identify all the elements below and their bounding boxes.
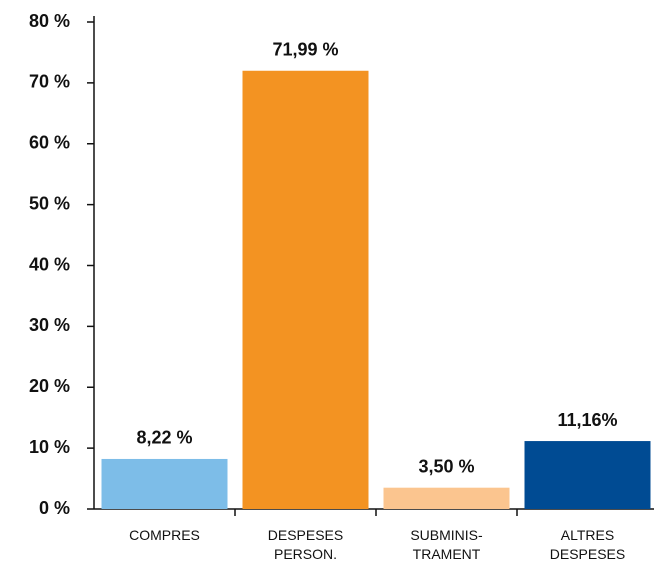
y-tick-label: 50 % [29,193,70,213]
y-tick-label: 20 % [29,376,70,396]
x-tick-label: ALTRES DESPESES [549,527,626,562]
bar [383,487,510,509]
bar [101,458,228,509]
value-label: 3,50 % [418,456,474,476]
value-label: 11,16% [557,410,617,430]
x-tick-label: SUBMINIS- TRAMENT [410,527,483,562]
y-tick-label: 80 % [29,11,70,31]
y-tick-label: 0 % [39,498,70,518]
y-tick-label: 10 % [29,437,70,457]
y-tick-label: 30 % [29,315,70,335]
value-label: 71,99 % [272,40,338,60]
y-tick-label: 60 % [29,133,70,153]
x-tick-label: COMPRES [129,527,200,543]
x-tick-label: DESPESES PERSON. [267,527,344,562]
bar [524,441,651,509]
y-tick-label: 70 % [29,72,70,92]
y-tick-label: 40 % [29,254,70,274]
value-label: 8,22 % [136,428,192,448]
bar [242,70,369,510]
